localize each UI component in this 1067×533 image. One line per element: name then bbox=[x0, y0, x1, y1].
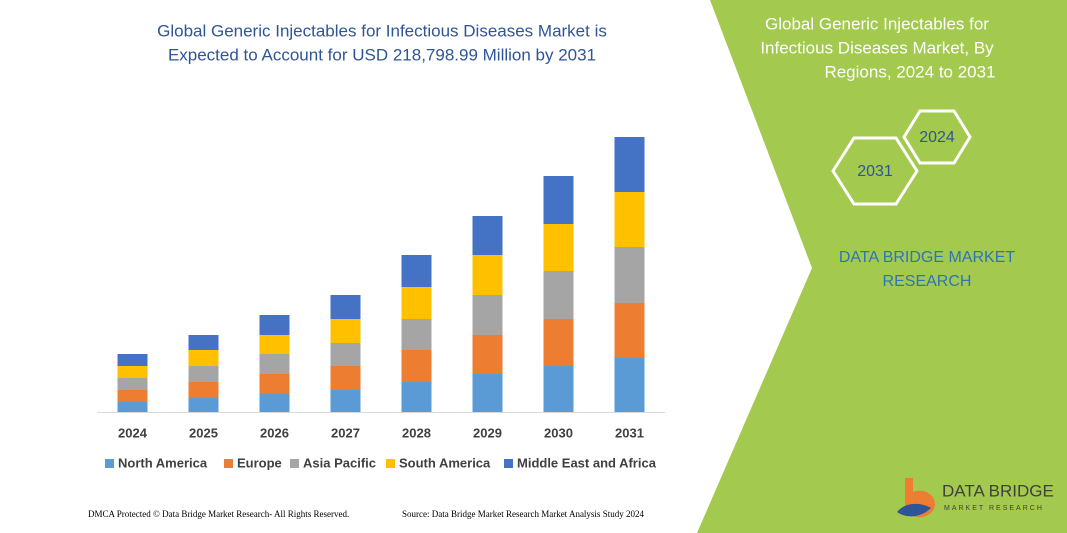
logo-icon bbox=[897, 503, 931, 517]
bar-segment bbox=[543, 271, 574, 319]
footer-text: DMCA Protected © Data Bridge Market Rese… bbox=[88, 509, 349, 519]
logo-name: DATA BRIDGE bbox=[942, 481, 1054, 500]
bar-segment bbox=[401, 255, 432, 287]
bar-segment bbox=[614, 247, 645, 303]
bar-segment bbox=[614, 358, 645, 412]
panel-title: Regions, 2024 to 2031 bbox=[824, 62, 995, 81]
bar-segment bbox=[472, 374, 503, 412]
bar-segment bbox=[543, 366, 574, 412]
bar-segment bbox=[401, 382, 432, 412]
bar-segment bbox=[117, 390, 148, 402]
bar-segment bbox=[188, 398, 219, 412]
bar-segment bbox=[543, 319, 574, 366]
bar-segment bbox=[188, 382, 219, 398]
hexagon bbox=[831, 136, 919, 206]
panel-title: Global Generic Injectables for bbox=[765, 14, 989, 33]
chart-title: Global Generic Injectables for Infectiou… bbox=[157, 21, 607, 40]
bar-segment bbox=[472, 335, 503, 374]
bar-segment bbox=[330, 319, 361, 343]
bar-segment bbox=[259, 335, 290, 354]
legend-label: Asia Pacific bbox=[303, 455, 376, 470]
bar-segment bbox=[117, 366, 148, 378]
legend-label: Europe bbox=[237, 455, 282, 470]
bar-segment bbox=[472, 295, 503, 335]
bar-segment bbox=[472, 216, 503, 255]
bar-segment bbox=[401, 350, 432, 382]
bar-segment bbox=[401, 287, 432, 319]
legend-swatch bbox=[386, 459, 395, 468]
bar-segment bbox=[330, 366, 361, 390]
legend-swatch bbox=[224, 459, 233, 468]
chart-title: Expected to Account for USD 218,798.99 M… bbox=[168, 45, 596, 64]
bar-segment bbox=[330, 343, 361, 366]
bar-segment bbox=[188, 350, 219, 366]
bar-segment bbox=[188, 366, 219, 382]
x-tick-label: 2029 bbox=[473, 425, 502, 440]
bar-segment bbox=[614, 303, 645, 358]
bar-segment bbox=[330, 390, 361, 412]
logo-tagline: MARKET RESEARCH bbox=[944, 505, 1044, 512]
brand-text: DATA BRIDGE MARKET bbox=[839, 249, 1016, 266]
brand-text: RESEARCH bbox=[883, 273, 972, 290]
hexagon bbox=[902, 109, 972, 165]
legend-swatch bbox=[290, 459, 299, 468]
legend-swatch bbox=[105, 459, 114, 468]
legend-label: Middle East and Africa bbox=[517, 455, 657, 470]
x-tick-label: 2030 bbox=[544, 425, 573, 440]
x-tick-label: 2024 bbox=[118, 425, 148, 440]
bar-segment bbox=[543, 176, 574, 224]
bar-segment bbox=[614, 137, 645, 192]
x-tick-label: 2028 bbox=[402, 425, 431, 440]
panel-title: Infectious Diseases Market, By bbox=[760, 38, 994, 57]
x-tick-label: 2031 bbox=[615, 425, 644, 440]
hexagon-label: 2024 bbox=[919, 129, 955, 146]
hexagon-label: 2031 bbox=[857, 163, 893, 180]
bar-segment bbox=[330, 295, 361, 319]
legend-swatch bbox=[504, 459, 513, 468]
bar-segment bbox=[259, 315, 290, 335]
bar-segment bbox=[259, 374, 290, 394]
bar-segment bbox=[188, 335, 219, 350]
bar-segment bbox=[117, 354, 148, 366]
bar-segment bbox=[117, 378, 148, 390]
x-tick-label: 2025 bbox=[189, 425, 218, 440]
bar-segment bbox=[543, 224, 574, 271]
bar-segment bbox=[259, 354, 290, 374]
bar-segment bbox=[259, 394, 290, 412]
x-tick-label: 2026 bbox=[260, 425, 289, 440]
bar-segment bbox=[614, 192, 645, 247]
bar-segment bbox=[472, 255, 503, 295]
footer-text: Source: Data Bridge Market Research Mark… bbox=[402, 509, 644, 519]
side-panel bbox=[697, 0, 1067, 533]
legend-label: South America bbox=[399, 455, 491, 470]
legend-label: North America bbox=[118, 455, 208, 470]
bar-segment bbox=[117, 402, 148, 412]
x-tick-label: 2027 bbox=[331, 425, 360, 440]
bar-segment bbox=[401, 319, 432, 350]
